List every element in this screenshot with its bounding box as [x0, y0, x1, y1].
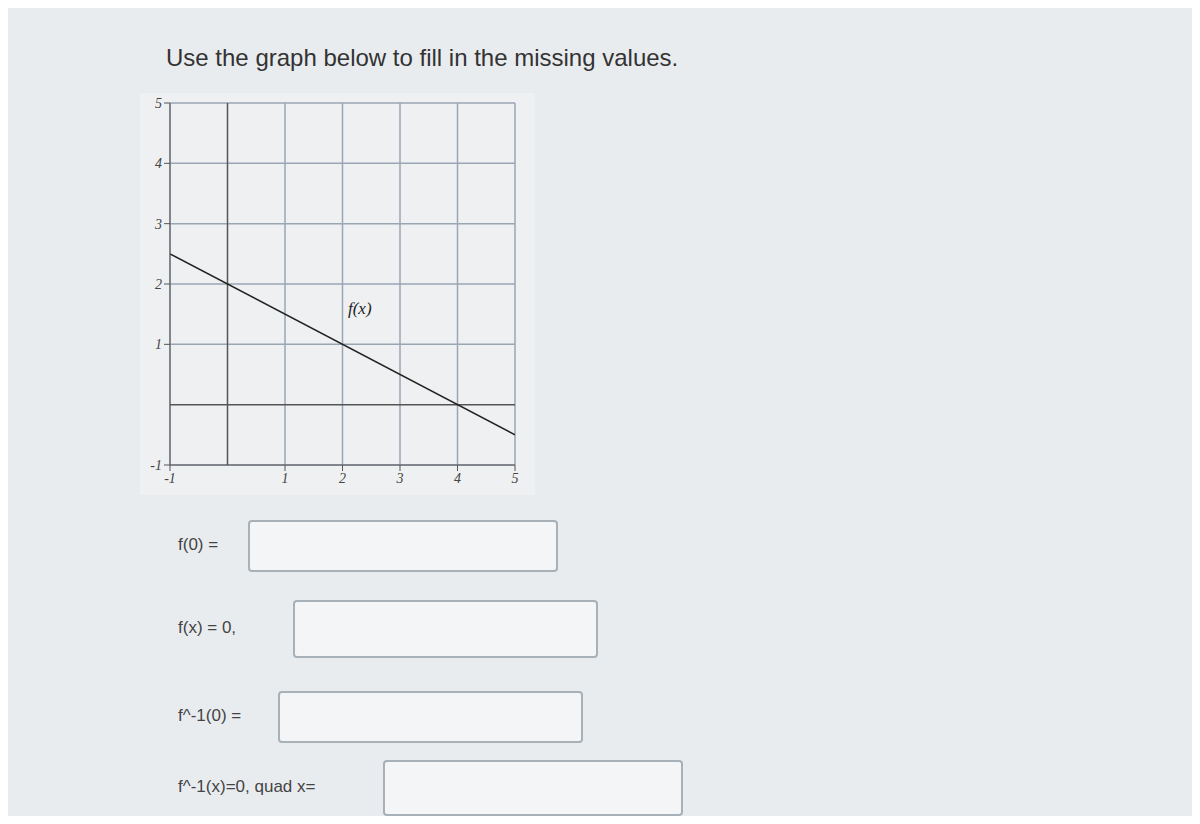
html-text:f^-1(0) =: f^-1(0) =: [178, 706, 242, 725]
svg-text:5: 5: [512, 471, 519, 486]
html-text:f(0) =: f(0) =: [178, 535, 219, 554]
svg-text:3: 3: [154, 217, 162, 232]
html-text:Use the graph below to fill in: Use the graph below to fill in the missi…: [166, 44, 679, 71]
svg-text:-1: -1: [150, 458, 162, 473]
svg-text:1: 1: [282, 471, 289, 486]
svg-text:2: 2: [339, 471, 346, 486]
svg-text:1: 1: [155, 337, 162, 352]
html-text:f(x) = 0,: f(x) = 0,: [178, 618, 237, 637]
svg-text:4: 4: [155, 156, 162, 171]
svg-text:5: 5: [155, 96, 162, 111]
svg-text:4: 4: [454, 471, 461, 486]
svg-text:2: 2: [155, 277, 162, 292]
html-text:f^-1(x)=0, quad x=: f^-1(x)=0, quad x=: [178, 777, 316, 796]
svg-text:f(x): f(x): [348, 299, 372, 318]
svg-text:-1: -1: [164, 471, 176, 486]
svg-text:3: 3: [396, 471, 404, 486]
